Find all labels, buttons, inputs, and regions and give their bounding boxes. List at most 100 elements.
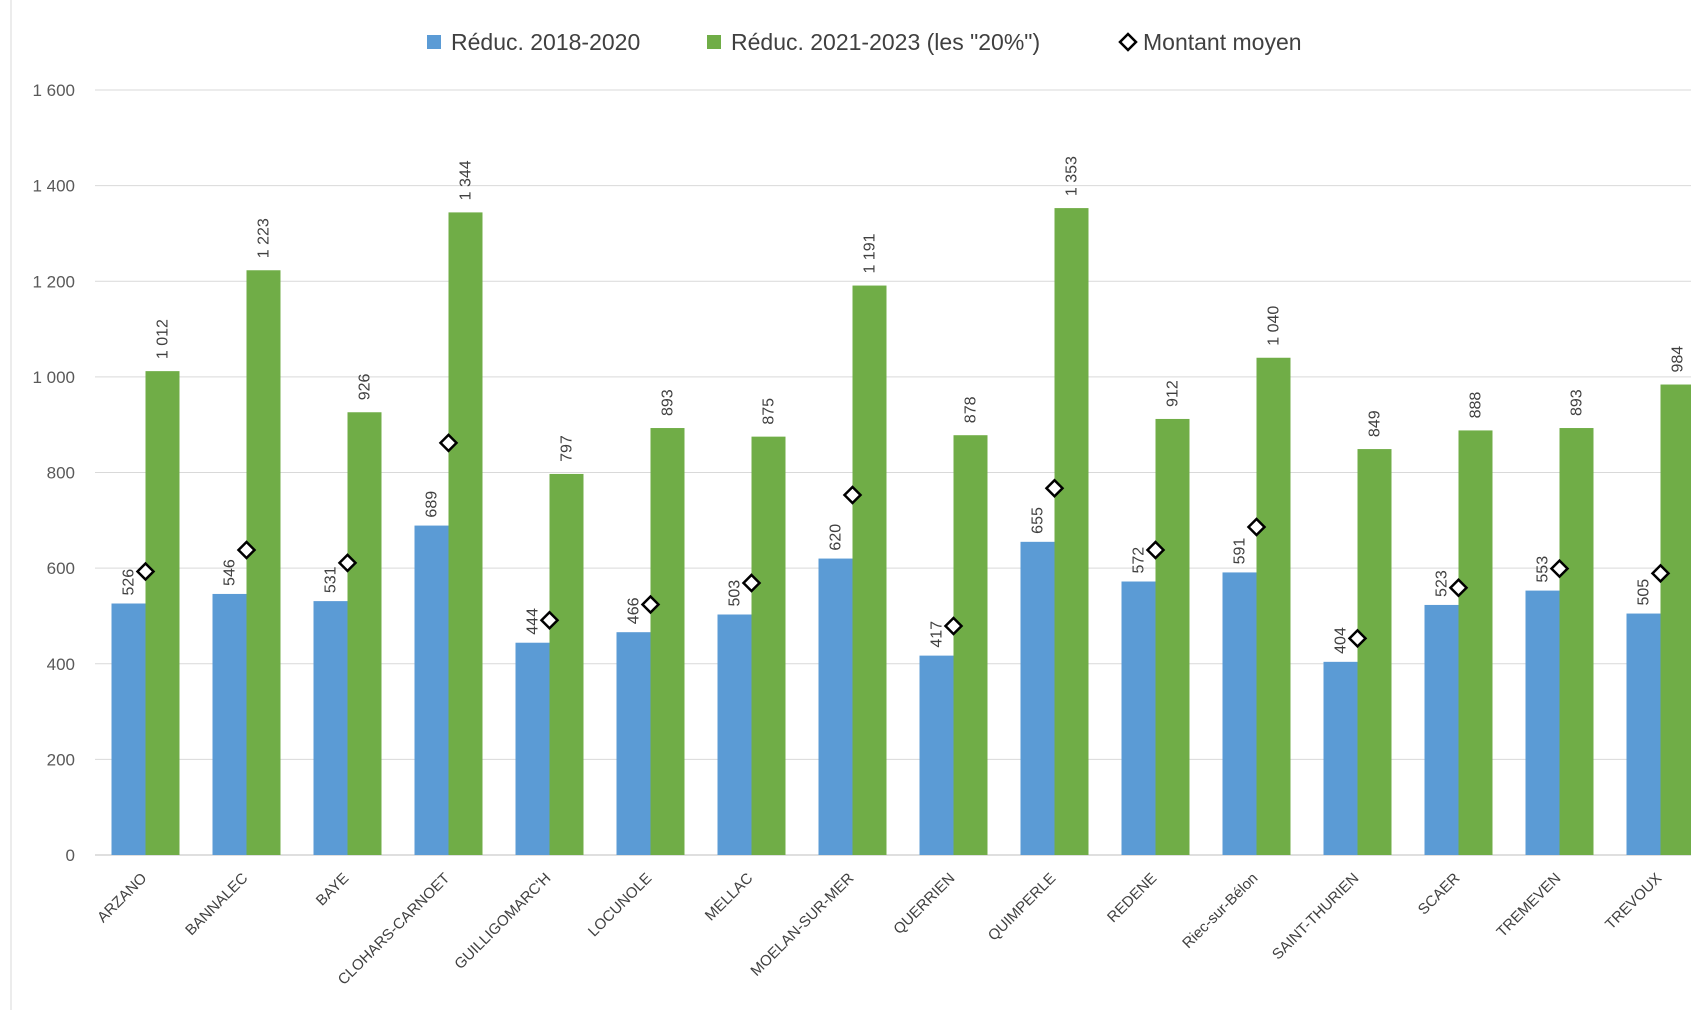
data-label-series-1: 591 bbox=[1232, 538, 1249, 565]
data-label-series-2: 875 bbox=[761, 398, 778, 425]
marker-montant-moyen bbox=[135, 561, 156, 582]
bar-series-1 bbox=[717, 614, 752, 855]
marker-montant-moyen bbox=[337, 553, 358, 573]
bar-series-2 bbox=[347, 412, 382, 855]
y-tick-label: 200 bbox=[47, 750, 75, 769]
data-label-series-1: 404 bbox=[1333, 627, 1350, 654]
data-label-series-1: 689 bbox=[424, 491, 441, 518]
data-label-series-1: 620 bbox=[828, 524, 845, 551]
category-group: 523 888 SCAER bbox=[1415, 392, 1493, 919]
y-tick-label: 1 400 bbox=[32, 177, 75, 196]
marker-montant-moyen bbox=[943, 616, 964, 636]
data-label-series-1: 531 bbox=[323, 566, 340, 593]
bar-series-1 bbox=[111, 603, 146, 855]
bar-series-1 bbox=[515, 642, 550, 855]
marker-montant-moyen bbox=[438, 433, 459, 453]
y-tick-label: 0 bbox=[66, 846, 75, 865]
bar-series-2 bbox=[145, 371, 180, 855]
x-tick-label: SAINT-THURIEN bbox=[1269, 870, 1362, 963]
category-group: 546 1 223 BANNALEC bbox=[182, 218, 281, 939]
x-tick-label: QUERRIEN bbox=[890, 870, 958, 938]
y-tick-label: 800 bbox=[47, 464, 75, 483]
data-label-series-2: 1 012 bbox=[155, 319, 172, 359]
x-tick-label: GUILLIGOMARC'H bbox=[451, 870, 554, 973]
bar-series-2 bbox=[246, 270, 281, 855]
category-group: 572 912 REDENE bbox=[1104, 380, 1190, 926]
x-tick-label: CLOHARS-CARNOET bbox=[335, 870, 454, 989]
bar-series-1 bbox=[1222, 572, 1257, 855]
data-label-series-2: 926 bbox=[357, 373, 374, 400]
data-label-series-1: 444 bbox=[525, 608, 542, 635]
data-label-series-1: 466 bbox=[626, 597, 643, 624]
bar-series-2 bbox=[1559, 428, 1594, 855]
bar-series-2 bbox=[751, 436, 786, 855]
data-label-series-2: 1 344 bbox=[458, 160, 475, 200]
bar-series-1 bbox=[1323, 661, 1358, 855]
x-tick-label: ARZANO bbox=[94, 870, 150, 926]
bar-series-1 bbox=[818, 558, 853, 855]
data-label-series-2: 849 bbox=[1367, 410, 1384, 437]
bar-series-1 bbox=[414, 525, 449, 855]
bar-series-1 bbox=[313, 601, 348, 855]
data-label-series-2: 1 223 bbox=[256, 218, 273, 258]
marker-montant-moyen bbox=[741, 573, 762, 593]
bar-series-1 bbox=[212, 593, 247, 855]
marker-montant-moyen bbox=[1549, 558, 1570, 579]
category-group: 553 893 TREMEVEN bbox=[1493, 389, 1594, 941]
data-label-series-2: 984 bbox=[1670, 346, 1687, 373]
bar-series-2 bbox=[1054, 208, 1089, 856]
marker-montant-moyen bbox=[1650, 563, 1671, 584]
data-label-series-2: 1 191 bbox=[862, 233, 879, 273]
data-label-series-1: 503 bbox=[727, 580, 744, 607]
bar-series-1 bbox=[1424, 604, 1459, 855]
y-tick-label: 1 000 bbox=[32, 368, 75, 387]
data-label-series-2: 1 040 bbox=[1266, 306, 1283, 346]
data-label-series-2: 878 bbox=[963, 396, 980, 423]
bar-series-2 bbox=[953, 435, 988, 855]
marker-montant-moyen bbox=[539, 610, 560, 631]
category-group: 526 1 012 ARZANO bbox=[94, 319, 180, 926]
x-tick-label: MELLAC bbox=[702, 870, 757, 925]
marker-montant-moyen bbox=[1448, 577, 1469, 598]
marker-montant-moyen bbox=[1044, 478, 1065, 499]
data-label-series-2: 797 bbox=[559, 435, 576, 462]
data-label-series-2: 1 353 bbox=[1064, 156, 1081, 196]
y-tick-label: 1 200 bbox=[32, 272, 75, 291]
bar-series-1 bbox=[1525, 590, 1560, 855]
bar-series-1 bbox=[919, 655, 954, 855]
x-tick-label: SCAER bbox=[1415, 870, 1464, 919]
marker-montant-moyen bbox=[1246, 517, 1267, 537]
bar-series-1 bbox=[616, 632, 651, 855]
marker-montant-moyen bbox=[236, 540, 257, 560]
x-tick-label: BAYE bbox=[313, 870, 353, 910]
data-label-series-2: 893 bbox=[1569, 389, 1586, 416]
marker-montant-moyen bbox=[1347, 628, 1368, 649]
y-tick-label: 1 600 bbox=[32, 81, 75, 100]
x-tick-label: BANNALEC bbox=[182, 870, 251, 939]
data-label-series-2: 893 bbox=[660, 389, 677, 416]
marker-montant-moyen bbox=[842, 485, 863, 505]
marker-montant-moyen bbox=[1145, 540, 1166, 560]
marker-montant-moyen bbox=[640, 594, 661, 615]
legend-label-series-2: Réduc. 2021-2023 (les "20%") bbox=[731, 29, 1040, 55]
legend-label-series-1: Réduc. 2018-2020 bbox=[451, 29, 640, 55]
bar-series-2 bbox=[1256, 357, 1291, 855]
x-tick-label: Riec-sur-Bélon bbox=[1179, 870, 1261, 952]
bar-series-2 bbox=[650, 428, 685, 855]
data-label-series-2: 888 bbox=[1468, 392, 1485, 419]
legend-label-series-3: Montant moyen bbox=[1143, 29, 1302, 55]
legend-swatch-series-1 bbox=[427, 35, 441, 49]
data-label-series-1: 505 bbox=[1636, 579, 1653, 606]
x-tick-label: MOELAN-SUR-MER bbox=[747, 870, 857, 980]
data-label-series-1: 553 bbox=[1535, 556, 1552, 583]
data-label-series-1: 572 bbox=[1131, 547, 1148, 574]
data-label-series-1: 655 bbox=[1030, 507, 1047, 534]
bar-series-2 bbox=[448, 212, 483, 855]
y-tick-label: 400 bbox=[47, 655, 75, 674]
data-label-series-1: 523 bbox=[1434, 570, 1451, 597]
x-tick-label: REDENE bbox=[1104, 870, 1160, 926]
bar-series-2 bbox=[549, 473, 584, 855]
data-label-series-1: 526 bbox=[121, 569, 138, 596]
